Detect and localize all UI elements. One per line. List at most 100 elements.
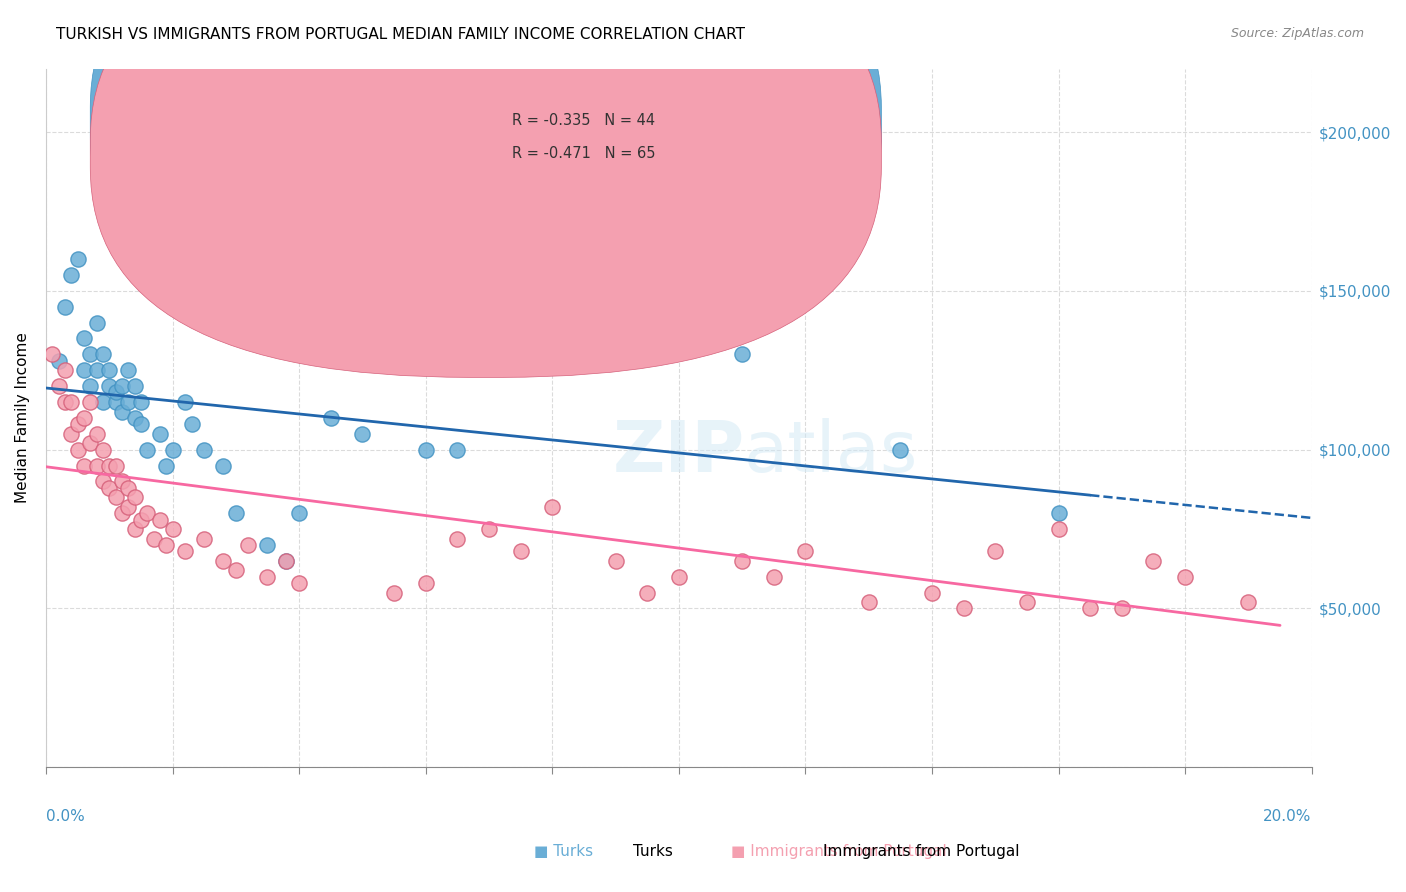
Point xyxy=(984,544,1007,558)
Point xyxy=(155,538,177,552)
Point xyxy=(162,522,184,536)
Point xyxy=(124,410,146,425)
Point xyxy=(180,417,202,432)
Point xyxy=(73,458,96,473)
Point xyxy=(60,395,83,409)
Point xyxy=(117,363,139,377)
Point xyxy=(1078,601,1101,615)
Text: Turks: Turks xyxy=(633,845,672,859)
Text: atlas: atlas xyxy=(744,418,918,487)
Text: Immigrants from Portugal: Immigrants from Portugal xyxy=(823,845,1019,859)
Point xyxy=(73,410,96,425)
Point xyxy=(276,554,298,568)
Point xyxy=(86,363,108,377)
Point xyxy=(111,379,134,393)
Point xyxy=(136,442,159,457)
Point xyxy=(117,500,139,514)
Point xyxy=(104,458,127,473)
Point xyxy=(117,481,139,495)
Point xyxy=(149,512,172,526)
Y-axis label: Median Family Income: Median Family Income xyxy=(15,333,30,503)
Point xyxy=(352,426,374,441)
Point xyxy=(91,442,114,457)
Text: ■ Turks: ■ Turks xyxy=(534,845,593,859)
Point xyxy=(352,316,374,330)
Point xyxy=(117,395,139,409)
Point xyxy=(225,506,247,520)
Point xyxy=(129,417,152,432)
Point xyxy=(415,576,437,591)
Point xyxy=(794,544,817,558)
Point xyxy=(91,475,114,489)
Point xyxy=(1237,595,1260,609)
Point xyxy=(79,436,101,450)
Point xyxy=(86,316,108,330)
Point xyxy=(731,347,754,361)
Point xyxy=(111,475,134,489)
Point xyxy=(238,538,260,552)
Point xyxy=(53,395,76,409)
Point xyxy=(53,300,76,314)
Point xyxy=(572,284,595,298)
Point xyxy=(446,442,468,457)
Point xyxy=(60,426,83,441)
Point xyxy=(288,506,311,520)
Point xyxy=(129,512,152,526)
Text: R = -0.471   N = 65: R = -0.471 N = 65 xyxy=(512,146,655,161)
Point xyxy=(446,532,468,546)
Point xyxy=(86,426,108,441)
Point xyxy=(98,458,121,473)
Point xyxy=(79,347,101,361)
Point xyxy=(415,442,437,457)
Point xyxy=(124,491,146,505)
Point xyxy=(1047,506,1070,520)
Point xyxy=(541,500,564,514)
Point xyxy=(509,544,531,558)
Point xyxy=(104,385,127,400)
Point xyxy=(174,395,197,409)
Point xyxy=(1047,522,1070,536)
Text: ZIP: ZIP xyxy=(613,418,745,487)
Point xyxy=(98,379,121,393)
Point xyxy=(1015,595,1038,609)
Point xyxy=(73,363,96,377)
Point xyxy=(1142,554,1164,568)
Point xyxy=(124,522,146,536)
Point xyxy=(136,506,159,520)
Point xyxy=(86,458,108,473)
Point xyxy=(104,491,127,505)
Point xyxy=(319,410,342,425)
Point xyxy=(66,252,89,266)
Point xyxy=(162,442,184,457)
Point xyxy=(731,554,754,568)
Point xyxy=(478,522,501,536)
Text: ■ Immigrants from Portugal: ■ Immigrants from Portugal xyxy=(731,845,946,859)
Point xyxy=(193,532,215,546)
Point xyxy=(79,395,101,409)
Point xyxy=(124,379,146,393)
Point xyxy=(1174,570,1197,584)
Text: TURKISH VS IMMIGRANTS FROM PORTUGAL MEDIAN FAMILY INCOME CORRELATION CHART: TURKISH VS IMMIGRANTS FROM PORTUGAL MEDI… xyxy=(56,27,745,42)
Point xyxy=(212,458,235,473)
Point xyxy=(48,353,70,368)
Point xyxy=(921,585,943,599)
Point xyxy=(193,442,215,457)
Point xyxy=(668,570,690,584)
Point xyxy=(41,347,63,361)
Point xyxy=(73,331,96,345)
Text: R = -0.335   N = 44: R = -0.335 N = 44 xyxy=(512,113,655,128)
Point xyxy=(174,544,197,558)
FancyBboxPatch shape xyxy=(90,0,882,344)
Point xyxy=(60,268,83,282)
Point xyxy=(288,576,311,591)
Point xyxy=(79,379,101,393)
Point xyxy=(98,481,121,495)
Point xyxy=(889,442,911,457)
Point xyxy=(256,570,278,584)
Point xyxy=(762,570,785,584)
Point xyxy=(858,595,880,609)
Point xyxy=(605,554,627,568)
Point xyxy=(225,563,247,577)
Point xyxy=(48,379,70,393)
Point xyxy=(319,290,342,304)
